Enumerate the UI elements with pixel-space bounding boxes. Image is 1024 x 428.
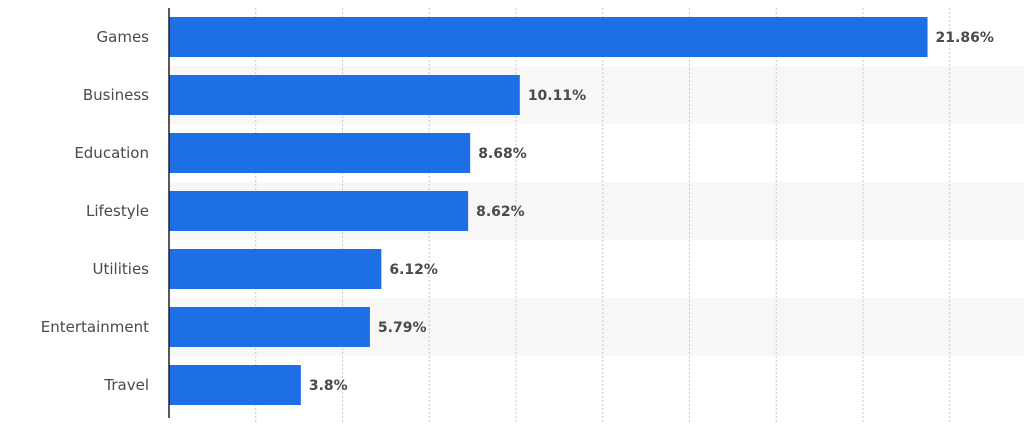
category-label: Lifestyle xyxy=(86,202,149,220)
bar-travel xyxy=(169,365,301,405)
category-label: Travel xyxy=(103,376,149,394)
value-label: 21.86% xyxy=(936,30,994,46)
bar-utilities xyxy=(169,249,382,289)
value-labels: 21.86% 10.11% 8.68% 8.62% 6.12% 5.79% 3.8% xyxy=(309,30,994,394)
bar-lifestyle xyxy=(169,191,469,231)
value-label: 10.11% xyxy=(528,88,586,104)
category-labels: Games Business Education Lifestyle Utilities… xyxy=(41,28,149,394)
category-label: Games xyxy=(97,28,150,46)
bar-education xyxy=(169,133,471,173)
bar-entertainment xyxy=(169,307,370,347)
category-label: Utilities xyxy=(93,260,150,278)
value-label: 6.12% xyxy=(389,262,438,278)
bar-games xyxy=(169,17,928,57)
value-label: 8.62% xyxy=(476,204,525,220)
value-label: 3.8% xyxy=(309,378,348,394)
value-label: 8.68% xyxy=(478,146,527,162)
bar-business xyxy=(169,75,520,115)
category-label: Business xyxy=(83,86,149,104)
bars xyxy=(169,17,928,405)
value-label: 5.79% xyxy=(378,320,427,336)
category-label: Education xyxy=(74,144,149,162)
category-label: Entertainment xyxy=(41,318,149,336)
